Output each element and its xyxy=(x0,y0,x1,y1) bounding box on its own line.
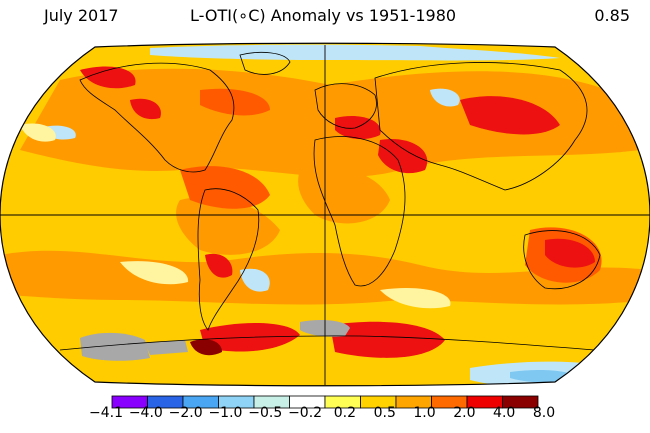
global-mean-value: 0.85 xyxy=(594,6,630,25)
anomaly-region xyxy=(150,44,560,61)
anomaly-region xyxy=(190,339,222,356)
legend-tick-label: 8.0 xyxy=(532,405,556,421)
legend-tick-label: 4.0 xyxy=(493,405,516,421)
legend-tick-label: −1.0 xyxy=(208,405,243,421)
legend-tick-label: −4.0 xyxy=(128,405,163,421)
anomaly-region xyxy=(330,321,445,358)
coastline-greenland xyxy=(239,51,291,75)
anomaly-region xyxy=(378,139,428,174)
coastline-asia xyxy=(374,62,588,191)
anomaly-region xyxy=(335,115,381,140)
anomaly-region xyxy=(380,287,451,309)
legend-tick-label: 1.0 xyxy=(413,405,436,421)
map-period-label: July 2017 xyxy=(44,6,119,25)
legend-tick-label: 0.5 xyxy=(373,405,396,421)
anomaly-region xyxy=(130,98,161,120)
legend-swatch xyxy=(502,395,539,409)
coastline-south-america xyxy=(197,188,260,331)
coastline-antarctica xyxy=(59,335,621,353)
legend-tick-label: 0.2 xyxy=(333,405,357,421)
coastline-europe xyxy=(314,83,377,129)
legend-tick-label: −0.2 xyxy=(288,405,323,421)
anomaly-region xyxy=(120,261,189,285)
anomaly-region xyxy=(20,123,56,142)
coastline-australia xyxy=(523,230,601,290)
anomaly-region xyxy=(20,68,640,178)
no-data-region xyxy=(145,340,188,355)
anomaly-region xyxy=(545,238,595,268)
coastline-africa xyxy=(313,136,406,287)
anomaly-region xyxy=(205,253,233,278)
legend-tick-label: −2.0 xyxy=(168,405,203,421)
anomaly-region xyxy=(80,66,136,89)
anomaly-region xyxy=(460,96,560,135)
anomaly-region xyxy=(240,268,270,292)
no-data-region xyxy=(80,332,150,361)
anomaly-region xyxy=(298,166,390,224)
legend-tick-label: 2.0 xyxy=(453,405,476,421)
coastline-north-america xyxy=(79,62,235,173)
anomaly-region xyxy=(430,88,460,107)
coastlines xyxy=(59,51,621,353)
map-title: L-OTI(∘C) Anomaly vs 1951-1980 xyxy=(190,6,457,25)
anomaly-region xyxy=(176,196,280,255)
globe-outline xyxy=(0,42,650,387)
anomaly-region xyxy=(200,88,270,116)
legend-tick-label: −0.5 xyxy=(248,405,283,421)
legend-tick-label: −4.1 xyxy=(89,405,123,421)
